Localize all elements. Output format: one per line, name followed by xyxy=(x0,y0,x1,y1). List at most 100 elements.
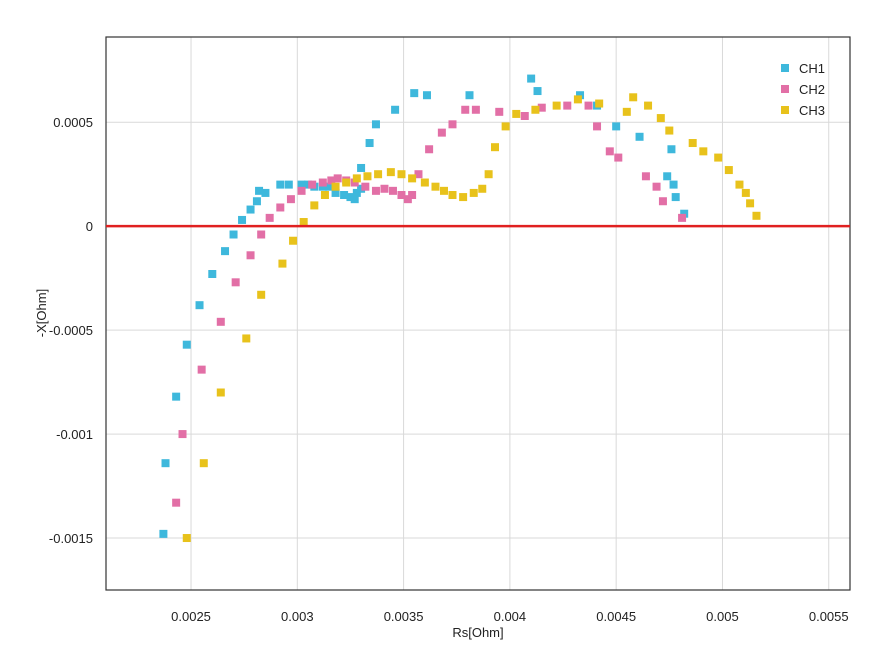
data-point-ch1 xyxy=(284,180,293,189)
data-point-ch2 xyxy=(584,101,593,110)
y-axis-title: -X[Ohm] xyxy=(34,289,49,337)
data-point-ch2 xyxy=(414,170,423,179)
data-point-ch2 xyxy=(605,147,614,156)
data-point-ch2 xyxy=(286,195,295,204)
data-point-ch1 xyxy=(238,215,247,224)
data-point-ch1 xyxy=(246,205,255,214)
x-tick-label: 0.0045 xyxy=(596,609,636,624)
legend-marker-ch2 xyxy=(781,85,789,93)
data-point-ch2 xyxy=(327,176,336,185)
data-point-ch2 xyxy=(318,178,327,187)
data-point-ch1 xyxy=(357,163,366,172)
legend-marker-ch3 xyxy=(781,106,789,114)
data-point-ch2 xyxy=(172,498,181,507)
data-point-ch2 xyxy=(678,213,687,222)
data-point-ch3 xyxy=(552,101,561,110)
data-point-ch2 xyxy=(437,128,446,137)
data-point-ch3 xyxy=(459,193,468,202)
data-point-ch2 xyxy=(563,101,572,110)
data-point-ch3 xyxy=(448,191,457,199)
data-point-ch2 xyxy=(614,153,623,162)
data-point-ch1 xyxy=(331,188,340,197)
data-point-ch3 xyxy=(665,126,674,135)
data-point-ch1 xyxy=(252,197,261,206)
data-point-ch1 xyxy=(663,172,672,181)
data-point-ch2 xyxy=(371,186,380,195)
x-tick-label: 0.003 xyxy=(281,609,314,624)
data-point-ch1 xyxy=(195,301,204,310)
data-point-ch1 xyxy=(533,87,542,96)
data-point-ch3 xyxy=(310,201,319,210)
data-point-ch1 xyxy=(229,230,238,239)
data-point-ch2 xyxy=(361,182,370,191)
data-point-ch3 xyxy=(242,334,251,343)
data-point-ch1 xyxy=(671,193,680,202)
data-point-ch2 xyxy=(265,213,274,222)
legend: CH1 CH2 CH3 xyxy=(781,61,825,118)
data-point-ch3 xyxy=(408,174,417,183)
data-point-ch1 xyxy=(172,392,181,401)
data-point-ch2 xyxy=(231,278,240,287)
x-tick-label: 0.0055 xyxy=(809,609,849,624)
data-point-ch3 xyxy=(439,186,448,195)
data-point-ch3 xyxy=(199,459,208,468)
data-point-ch2 xyxy=(246,251,255,260)
data-points xyxy=(159,74,761,543)
legend-label-ch3: CH3 xyxy=(799,103,825,118)
data-point-ch1 xyxy=(391,105,400,114)
legend-label-ch1: CH1 xyxy=(799,61,825,76)
data-point-ch2 xyxy=(425,145,434,154)
data-point-ch1 xyxy=(276,180,285,189)
data-point-ch2 xyxy=(178,430,187,439)
data-point-ch3 xyxy=(746,199,755,208)
data-point-ch2 xyxy=(448,120,457,129)
data-point-ch3 xyxy=(595,99,604,108)
grid-lines xyxy=(106,37,850,590)
data-point-ch3 xyxy=(216,388,225,397)
data-point-ch3 xyxy=(644,101,653,110)
data-point-ch1 xyxy=(261,188,270,197)
data-point-ch1 xyxy=(680,209,689,218)
data-point-ch3 xyxy=(741,188,750,197)
data-point-ch3 xyxy=(278,259,287,268)
data-point-ch3 xyxy=(374,170,383,179)
data-point-ch3 xyxy=(484,170,493,179)
y-tick-label: -0.0005 xyxy=(49,323,93,338)
data-point-ch3 xyxy=(386,168,395,177)
data-point-ch2 xyxy=(471,105,480,114)
data-point-ch3 xyxy=(352,174,361,183)
data-point-ch2 xyxy=(495,107,504,116)
y-tick-label: 0.0005 xyxy=(53,115,93,130)
data-point-ch3 xyxy=(182,534,191,543)
data-point-ch2 xyxy=(397,191,406,199)
data-point-ch2 xyxy=(197,365,206,374)
data-point-ch3 xyxy=(397,170,406,179)
data-point-ch1 xyxy=(161,459,170,468)
data-point-ch2 xyxy=(403,195,412,204)
data-point-ch3 xyxy=(363,172,372,181)
data-point-ch3 xyxy=(331,182,340,191)
data-point-ch1 xyxy=(465,91,474,100)
data-point-ch3 xyxy=(573,95,582,104)
plot-area-frame xyxy=(105,36,851,591)
data-point-ch1 xyxy=(410,89,419,98)
data-point-ch3 xyxy=(629,93,638,102)
data-point-ch3 xyxy=(688,139,697,148)
data-point-ch1 xyxy=(255,186,264,195)
data-point-ch3 xyxy=(656,114,665,123)
data-point-ch2 xyxy=(333,174,342,183)
data-point-ch2 xyxy=(461,105,470,114)
legend-marker-ch1 xyxy=(781,64,789,72)
data-point-ch2 xyxy=(658,197,667,206)
data-point-ch1 xyxy=(371,120,380,129)
data-point-ch1 xyxy=(182,340,191,349)
data-point-ch3 xyxy=(699,147,708,156)
data-point-ch1 xyxy=(365,139,374,148)
data-point-ch3 xyxy=(431,182,440,191)
data-point-ch1 xyxy=(669,180,678,189)
data-point-ch3 xyxy=(469,188,478,197)
data-point-ch2 xyxy=(380,184,389,193)
data-point-ch1 xyxy=(357,184,366,193)
